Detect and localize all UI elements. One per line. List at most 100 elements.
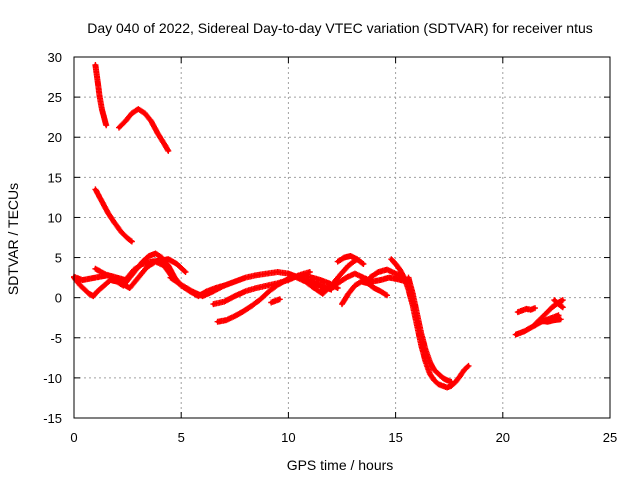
point-arc-2-5 — [149, 119, 153, 123]
point-arc-14-1 — [342, 255, 346, 260]
point-arc-15-3 — [394, 272, 398, 276]
point-arc-11-7 — [346, 263, 351, 268]
series-arc-3 — [92, 186, 135, 245]
point-arc-17-2 — [415, 312, 419, 316]
point-arc-8-9 — [308, 270, 312, 274]
point-arc-14-4 — [361, 262, 366, 266]
point-arc-4-3 — [87, 292, 91, 296]
point-arc-2-6 — [156, 131, 160, 135]
y-tick-label-4: 5 — [55, 251, 62, 266]
point-arc-21-2 — [552, 318, 556, 322]
point-arc-17-9 — [445, 378, 449, 382]
point-arc-16-15 — [454, 380, 458, 384]
point-arc-16-10 — [432, 378, 436, 382]
point-arc-8-0 — [211, 302, 215, 306]
y-tick-label-8: 25 — [48, 90, 62, 105]
point-arc-9-0 — [216, 320, 220, 324]
point-arc-2-4 — [143, 111, 147, 115]
point-arc-5-3 — [98, 275, 102, 279]
point-arc-13-6 — [378, 289, 383, 293]
point-arc-7-8 — [254, 273, 258, 277]
point-arc-5-11 — [166, 257, 170, 261]
point-arc-5-1 — [80, 278, 85, 282]
point-arc-5-7 — [132, 267, 136, 272]
point-arc-7-0 — [168, 276, 173, 280]
point-arc-12-8 — [387, 276, 391, 280]
point-arc-13-5 — [372, 286, 376, 290]
point-arc-13-4 — [366, 281, 370, 285]
series-arc-1 — [92, 62, 110, 129]
point-arc-17-3 — [419, 332, 423, 336]
point-arc-22-0 — [552, 298, 556, 302]
point-arc-16-12 — [441, 384, 445, 388]
point-arc-7-6 — [233, 280, 237, 284]
point-arc-11-2 — [303, 280, 308, 284]
point-arc-7-4 — [211, 289, 215, 293]
point-arc-13-2 — [353, 284, 357, 288]
point-arc-7-9 — [265, 272, 269, 276]
series-arc-17 — [405, 274, 455, 385]
markers-arc-16 — [388, 256, 472, 391]
point-arc-4-2 — [83, 288, 87, 292]
point-arc-22-1 — [556, 302, 561, 306]
point-arc-16-11 — [436, 382, 441, 386]
point-arc-13-0 — [340, 302, 344, 306]
markers-arc-3 — [92, 186, 135, 245]
y-tick-label-5: 10 — [48, 210, 62, 225]
point-arc-6-7 — [153, 259, 158, 264]
point-arc-16-3 — [402, 276, 406, 280]
point-arc-3-6 — [130, 239, 134, 244]
y-tick-label-9: 30 — [48, 50, 62, 65]
point-arc-17-4 — [424, 348, 428, 352]
point-arc-7-1 — [179, 283, 183, 287]
point-arc-9-8 — [284, 278, 288, 282]
point-arc-7-10 — [276, 270, 280, 274]
point-arc-4-6 — [102, 284, 106, 288]
x-tick-label-4: 20 — [496, 430, 510, 445]
point-arc-7-7 — [243, 276, 248, 280]
point-arc-9-5 — [258, 297, 263, 301]
point-arc-4-1 — [78, 284, 83, 288]
point-arc-6-3 — [119, 281, 123, 285]
point-arc-8-4 — [254, 286, 258, 290]
point-arc-8-3 — [243, 289, 248, 293]
series-arc-14 — [334, 253, 367, 267]
point-arc-9-12 — [318, 278, 323, 282]
point-arc-21-0 — [539, 319, 543, 323]
point-arc-9-4 — [250, 304, 254, 308]
chart-title: Day 040 of 2022, Sidereal Day-to-day VTE… — [87, 20, 593, 36]
point-arc-9-2 — [233, 314, 237, 318]
point-arc-3-3 — [113, 221, 117, 225]
point-arc-2-0 — [117, 125, 121, 130]
point-arc-17-8 — [441, 376, 445, 380]
point-arc-3-0 — [93, 187, 98, 191]
point-arc-14-3 — [355, 257, 359, 261]
x-tick-label-2: 10 — [281, 430, 295, 445]
point-arc-19-1 — [522, 329, 526, 333]
markers-arc-1 — [92, 62, 110, 129]
plot-frame — [73, 56, 611, 419]
y-tick-label-6: 15 — [48, 170, 62, 185]
point-arc-6-4 — [128, 286, 132, 290]
y-tick-label-0: -15 — [43, 411, 62, 426]
point-arc-16-14 — [449, 384, 453, 388]
point-arc-9-7 — [276, 283, 280, 287]
point-arc-5-8 — [141, 262, 145, 266]
point-arc-7-5 — [222, 284, 226, 288]
point-arc-16-9 — [428, 372, 432, 376]
point-arc-8-5 — [265, 284, 269, 288]
point-arc-6-5 — [136, 276, 140, 280]
point-arc-19-5 — [556, 313, 561, 317]
point-arc-9-3 — [241, 309, 245, 313]
point-arc-1-4 — [102, 115, 106, 119]
point-arc-18-3 — [529, 308, 533, 312]
point-arc-12-9 — [396, 277, 400, 281]
point-arc-15-1 — [376, 270, 381, 274]
point-arc-9-6 — [267, 289, 271, 293]
point-arc-21-3 — [559, 317, 563, 321]
point-arc-17-10 — [449, 380, 453, 384]
point-arc-4-5 — [95, 289, 100, 293]
markers-arc-13 — [339, 278, 390, 308]
series-arc-22 — [551, 297, 566, 311]
series-arc-21 — [538, 316, 564, 325]
